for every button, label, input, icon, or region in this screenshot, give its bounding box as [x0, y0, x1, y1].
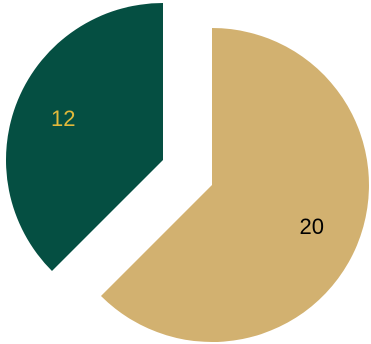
data-label-12: 12 — [51, 106, 75, 131]
pie-slice-20 — [100, 28, 369, 342]
data-label-20: 20 — [300, 214, 324, 239]
pie-slice-12 — [5, 3, 164, 272]
